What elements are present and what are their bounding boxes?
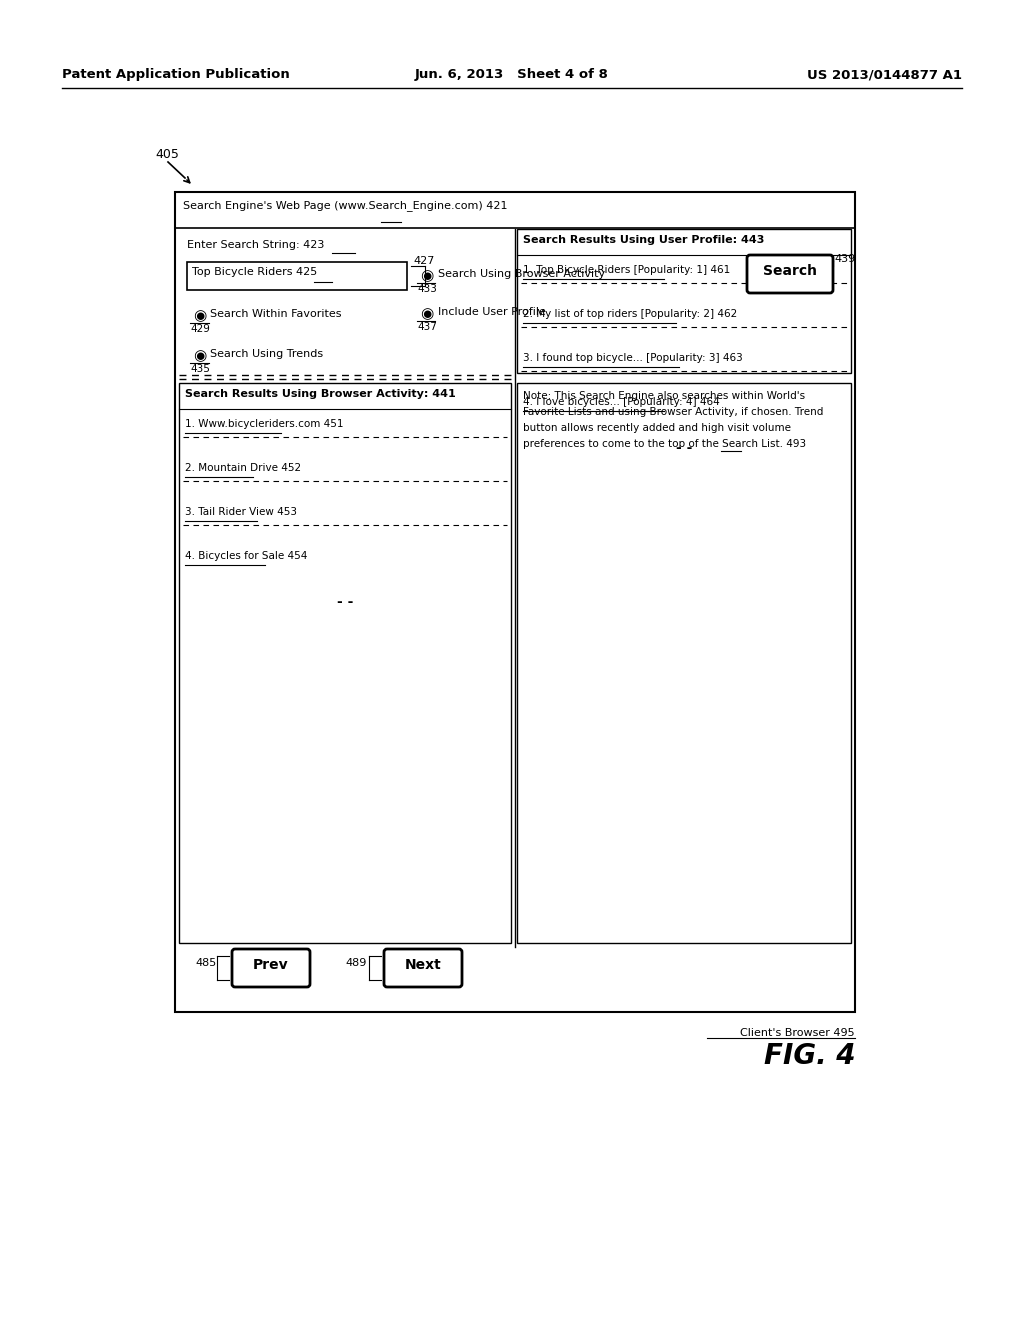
Text: 4. Bicycles for Sale 454: 4. Bicycles for Sale 454	[185, 550, 307, 561]
Text: 405: 405	[155, 148, 179, 161]
Bar	[517, 228, 851, 374]
Bar	[179, 383, 511, 942]
Text: Search Results Using User Profile: 443: Search Results Using User Profile: 443	[523, 235, 764, 246]
Text: 3. Tail Rider View 453: 3. Tail Rider View 453	[185, 507, 297, 517]
Text: Top Bicycle Riders 425: Top Bicycle Riders 425	[193, 267, 317, 277]
Bar	[517, 383, 851, 942]
Text: ◉: ◉	[420, 268, 433, 282]
Text: ◉: ◉	[193, 348, 206, 363]
Text: 1. Top Bicycle Riders [Popularity: 1] 461: 1. Top Bicycle Riders [Popularity: 1] 46…	[523, 265, 730, 275]
Text: 3. I found top bicycle... [Popularity: 3] 463: 3. I found top bicycle... [Popularity: 3…	[523, 352, 742, 363]
Text: 427: 427	[413, 256, 434, 267]
Text: Favorite Lists and using Browser Activity, if chosen. Trend: Favorite Lists and using Browser Activit…	[523, 407, 823, 417]
Text: Client's Browser 495: Client's Browser 495	[740, 1028, 855, 1038]
Text: Search Engine's Web Page (www.Search_Engine.com) 421: Search Engine's Web Page (www.Search_Eng…	[183, 201, 508, 211]
Text: Search: Search	[763, 264, 817, 279]
Text: 439: 439	[834, 253, 855, 264]
Text: 435: 435	[190, 364, 210, 374]
Text: 433: 433	[417, 284, 437, 294]
Text: FIG. 4: FIG. 4	[764, 1041, 856, 1071]
Text: Jun. 6, 2013   Sheet 4 of 8: Jun. 6, 2013 Sheet 4 of 8	[415, 69, 609, 81]
FancyBboxPatch shape	[384, 949, 462, 987]
Text: Search Within Favorites: Search Within Favorites	[210, 309, 341, 319]
Bar	[187, 261, 407, 290]
Text: - -: - -	[337, 595, 353, 609]
Text: 489: 489	[345, 958, 367, 968]
Text: ◉: ◉	[420, 306, 433, 321]
FancyBboxPatch shape	[746, 255, 833, 293]
Text: Note: This Search Engine also searches within World's: Note: This Search Engine also searches w…	[523, 391, 805, 401]
Text: ◉: ◉	[193, 308, 206, 323]
Text: - -: - -	[676, 441, 692, 455]
Bar	[175, 191, 855, 1012]
Text: preferences to come to the top of the Search List. 493: preferences to come to the top of the Se…	[523, 440, 806, 449]
Text: 4. I love bicycles... [Popularity: 4] 464: 4. I love bicycles... [Popularity: 4] 46…	[523, 397, 720, 407]
Text: Next: Next	[404, 958, 441, 972]
Text: Search Results Using Browser Activity: 441: Search Results Using Browser Activity: 4…	[185, 389, 456, 399]
Text: button allows recently added and high visit volume: button allows recently added and high vi…	[523, 422, 791, 433]
Text: Patent Application Publication: Patent Application Publication	[62, 69, 290, 81]
Text: Prev: Prev	[253, 958, 289, 972]
Text: Search Using Trends: Search Using Trends	[210, 348, 324, 359]
Text: US 2013/0144877 A1: US 2013/0144877 A1	[807, 69, 962, 81]
Text: 2. Mountain Drive 452: 2. Mountain Drive 452	[185, 463, 301, 473]
Text: 1. Www.bicycleriders.com 451: 1. Www.bicycleriders.com 451	[185, 418, 343, 429]
Text: 485: 485	[195, 958, 216, 968]
Text: 429: 429	[190, 323, 210, 334]
Text: 437: 437	[417, 322, 437, 333]
Text: Enter Search String: 423: Enter Search String: 423	[187, 240, 325, 249]
Text: Include User Profile: Include User Profile	[438, 308, 546, 317]
Text: 2. My list of top riders [Popularity: 2] 462: 2. My list of top riders [Popularity: 2]…	[523, 309, 737, 319]
FancyBboxPatch shape	[232, 949, 310, 987]
Text: Search Using Browser Activity: Search Using Browser Activity	[438, 269, 605, 279]
